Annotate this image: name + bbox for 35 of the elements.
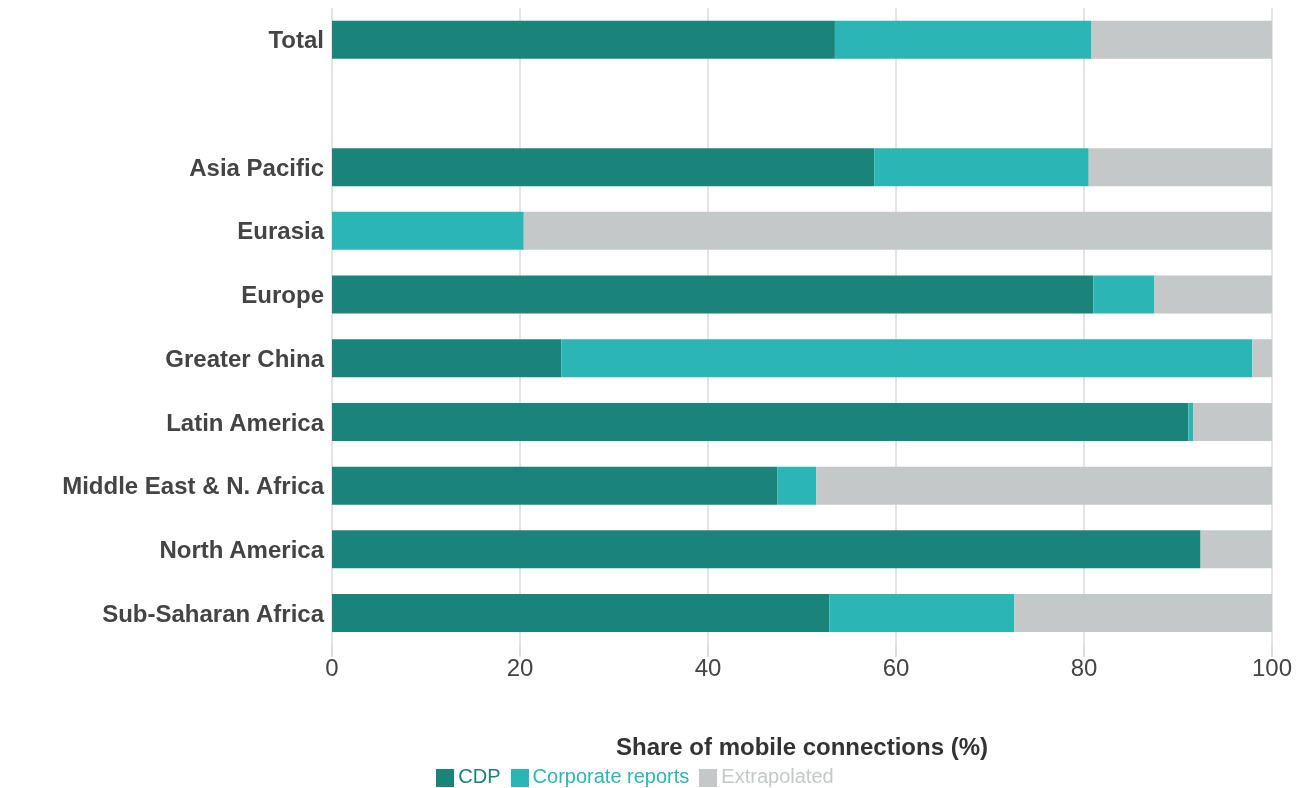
bar	[874, 148, 1089, 187]
bar	[834, 20, 1092, 59]
legend-label: Corporate reports	[532, 765, 690, 787]
legend-label: CDP	[458, 765, 501, 787]
bar	[332, 594, 830, 633]
bar	[829, 594, 1015, 633]
bar	[1093, 275, 1155, 314]
x-axis-title: Share of mobile connections (%)	[615, 733, 989, 760]
bar	[332, 402, 1189, 441]
x-tick-label: 40	[694, 654, 722, 682]
x-tick-label: 20	[506, 654, 534, 682]
y-tick-label: Greater China	[165, 344, 325, 372]
bar	[332, 20, 835, 59]
bar	[1188, 402, 1194, 441]
x-tick-label: 80	[1070, 654, 1098, 682]
bar	[332, 275, 1094, 314]
y-tick-label: Latin America	[166, 408, 325, 436]
bar	[332, 339, 562, 378]
y-tick-label: Sub-Saharan Africa	[102, 599, 325, 627]
y-tick-label: Middle East & N. Africa	[62, 472, 325, 500]
bar	[332, 148, 875, 187]
y-tick-label: Eurasia	[237, 217, 325, 245]
x-tick-label: 100	[1251, 654, 1293, 682]
y-tick-label: North America	[159, 535, 325, 563]
y-tick-label: Total	[268, 26, 324, 54]
bar	[777, 466, 817, 505]
x-tick-label: 60	[882, 654, 910, 682]
bar	[332, 466, 778, 505]
x-tick-label: 0	[325, 654, 339, 682]
bar	[332, 530, 1201, 569]
y-tick-label: Europe	[241, 281, 324, 309]
bar	[332, 211, 524, 250]
y-tick-label: Asia Pacific	[189, 153, 324, 181]
legend-label: Extrapolated	[721, 765, 834, 787]
bar	[561, 339, 1253, 378]
